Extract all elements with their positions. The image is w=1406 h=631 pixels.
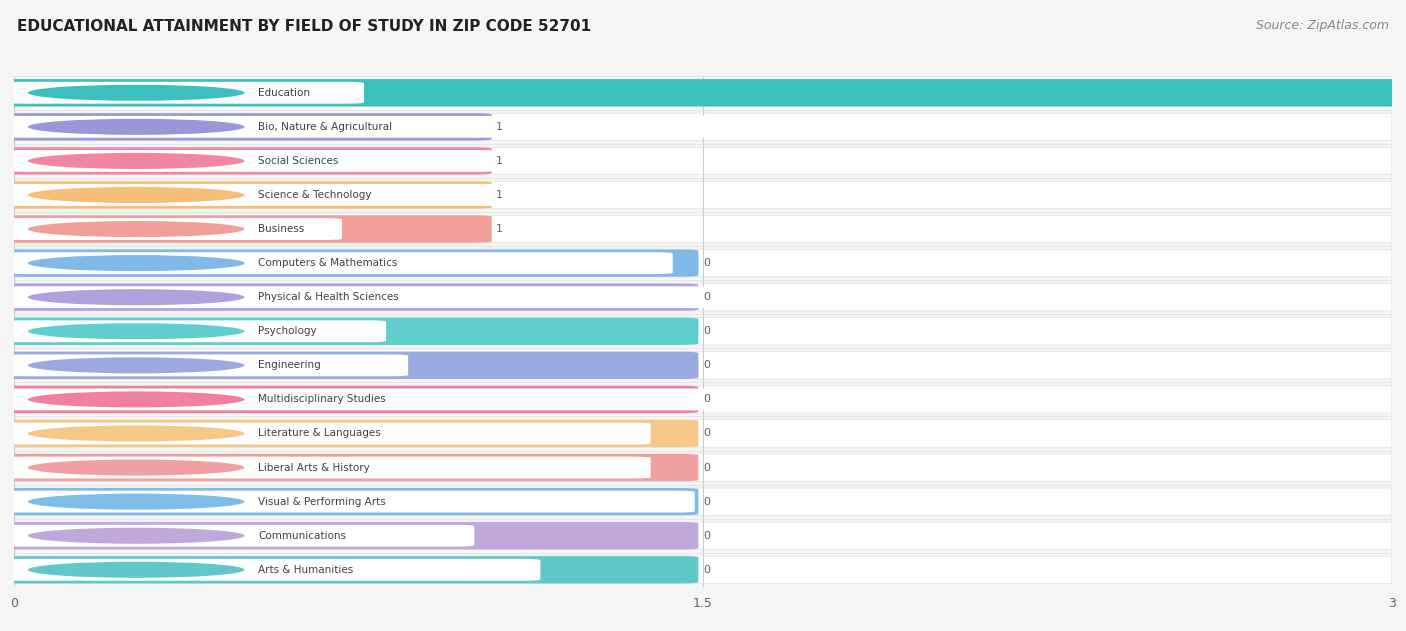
FancyBboxPatch shape <box>4 286 738 308</box>
Text: 0: 0 <box>703 531 710 541</box>
FancyBboxPatch shape <box>4 116 738 138</box>
Text: Business: Business <box>259 224 305 234</box>
FancyBboxPatch shape <box>0 215 492 243</box>
FancyBboxPatch shape <box>0 386 699 413</box>
FancyBboxPatch shape <box>4 184 606 206</box>
FancyBboxPatch shape <box>4 457 651 478</box>
Text: 0: 0 <box>703 428 710 439</box>
FancyBboxPatch shape <box>14 79 1392 107</box>
Text: Science & Technology: Science & Technology <box>259 190 371 200</box>
Text: Literature & Languages: Literature & Languages <box>259 428 381 439</box>
FancyBboxPatch shape <box>14 113 1392 141</box>
Text: 0: 0 <box>703 497 710 507</box>
Circle shape <box>28 391 245 408</box>
FancyBboxPatch shape <box>14 386 1392 413</box>
FancyBboxPatch shape <box>14 249 1392 277</box>
FancyBboxPatch shape <box>0 556 699 584</box>
FancyBboxPatch shape <box>0 181 492 209</box>
FancyBboxPatch shape <box>14 351 1392 379</box>
Text: 1: 1 <box>496 156 503 166</box>
Text: 0: 0 <box>703 360 710 370</box>
FancyBboxPatch shape <box>0 488 699 516</box>
Text: 1: 1 <box>496 122 503 132</box>
Circle shape <box>28 425 245 442</box>
FancyBboxPatch shape <box>0 317 699 345</box>
Circle shape <box>28 528 245 544</box>
FancyBboxPatch shape <box>4 525 474 546</box>
FancyBboxPatch shape <box>4 82 364 103</box>
Text: Bio, Nature & Agricultural: Bio, Nature & Agricultural <box>259 122 392 132</box>
Text: 0: 0 <box>703 258 710 268</box>
Text: 0: 0 <box>703 565 710 575</box>
FancyBboxPatch shape <box>4 321 387 342</box>
FancyBboxPatch shape <box>14 556 1392 584</box>
Text: 0: 0 <box>703 326 710 336</box>
FancyBboxPatch shape <box>4 355 408 376</box>
FancyBboxPatch shape <box>14 420 1392 447</box>
Text: Multidisciplinary Studies: Multidisciplinary Studies <box>259 394 387 404</box>
Circle shape <box>28 255 245 271</box>
FancyBboxPatch shape <box>14 488 1392 516</box>
Circle shape <box>28 119 245 135</box>
FancyBboxPatch shape <box>0 351 699 379</box>
FancyBboxPatch shape <box>14 181 1392 209</box>
Text: EDUCATIONAL ATTAINMENT BY FIELD OF STUDY IN ZIP CODE 52701: EDUCATIONAL ATTAINMENT BY FIELD OF STUDY… <box>17 19 591 34</box>
FancyBboxPatch shape <box>0 249 699 277</box>
Text: 1: 1 <box>496 224 503 234</box>
Circle shape <box>28 459 245 476</box>
Text: Communications: Communications <box>259 531 346 541</box>
FancyBboxPatch shape <box>4 491 695 512</box>
Circle shape <box>28 323 245 339</box>
FancyBboxPatch shape <box>4 218 342 240</box>
Text: Liberal Arts & History: Liberal Arts & History <box>259 463 370 473</box>
Circle shape <box>28 153 245 169</box>
FancyBboxPatch shape <box>14 283 1392 311</box>
Circle shape <box>28 289 245 305</box>
Text: Computers & Mathematics: Computers & Mathematics <box>259 258 398 268</box>
FancyBboxPatch shape <box>4 559 540 581</box>
Circle shape <box>28 357 245 374</box>
FancyBboxPatch shape <box>14 522 1392 550</box>
FancyBboxPatch shape <box>0 113 492 141</box>
Text: Physical & Health Sciences: Physical & Health Sciences <box>259 292 399 302</box>
FancyBboxPatch shape <box>4 423 651 444</box>
Circle shape <box>28 187 245 203</box>
FancyBboxPatch shape <box>0 454 699 481</box>
Text: Engineering: Engineering <box>259 360 321 370</box>
FancyBboxPatch shape <box>4 389 717 410</box>
FancyBboxPatch shape <box>14 215 1392 243</box>
Text: Source: ZipAtlas.com: Source: ZipAtlas.com <box>1256 19 1389 32</box>
FancyBboxPatch shape <box>0 147 492 175</box>
FancyBboxPatch shape <box>0 420 699 447</box>
Text: Education: Education <box>259 88 311 98</box>
Text: Arts & Humanities: Arts & Humanities <box>259 565 353 575</box>
Text: 0: 0 <box>703 292 710 302</box>
Circle shape <box>28 221 245 237</box>
FancyBboxPatch shape <box>0 79 1406 107</box>
FancyBboxPatch shape <box>14 454 1392 481</box>
FancyBboxPatch shape <box>14 147 1392 175</box>
FancyBboxPatch shape <box>0 283 699 311</box>
Circle shape <box>28 493 245 510</box>
Text: Visual & Performing Arts: Visual & Performing Arts <box>259 497 387 507</box>
FancyBboxPatch shape <box>4 150 496 172</box>
Text: Psychology: Psychology <box>259 326 316 336</box>
FancyBboxPatch shape <box>4 252 672 274</box>
FancyBboxPatch shape <box>14 317 1392 345</box>
Text: 1: 1 <box>496 190 503 200</box>
Circle shape <box>28 562 245 578</box>
Text: Social Sciences: Social Sciences <box>259 156 339 166</box>
Text: 0: 0 <box>703 394 710 404</box>
Circle shape <box>28 85 245 101</box>
FancyBboxPatch shape <box>0 522 699 550</box>
Text: 0: 0 <box>703 463 710 473</box>
